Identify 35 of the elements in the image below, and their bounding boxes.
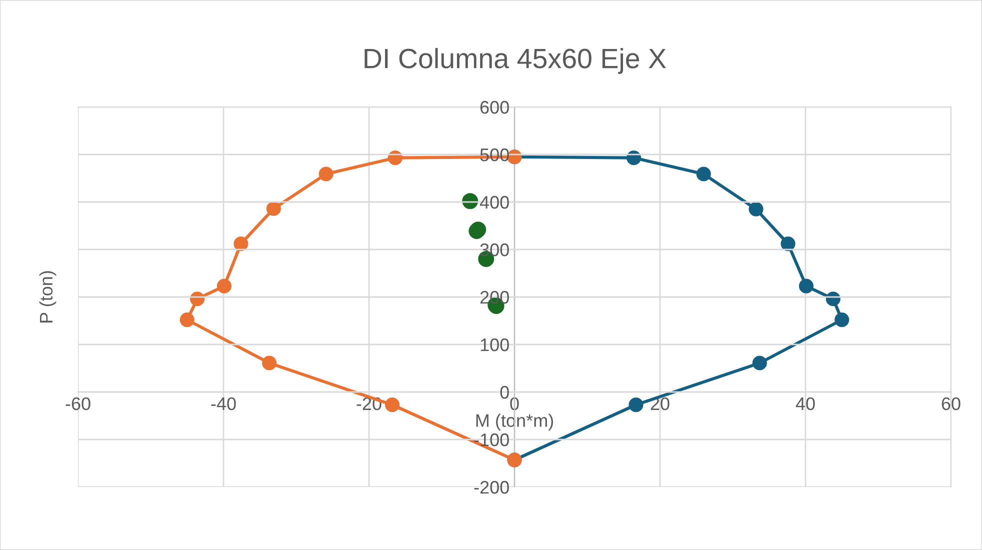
point	[180, 312, 194, 328]
y-tick-label: 200	[480, 290, 509, 304]
y-tick-label: 100	[480, 338, 509, 352]
point	[318, 166, 334, 182]
y-axis-title: P (ton)	[39, 271, 56, 322]
point	[262, 356, 277, 370]
point	[696, 166, 711, 182]
x-tick-label: 40	[796, 397, 815, 410]
point	[384, 398, 400, 412]
point	[388, 150, 402, 166]
y-tick-label: 400	[480, 196, 509, 209]
point	[234, 236, 248, 252]
point	[626, 150, 642, 166]
point	[798, 278, 814, 294]
x-tick-label: -60	[66, 397, 90, 410]
y-tick-label: 600	[480, 100, 509, 114]
point	[834, 312, 850, 328]
x-tick-label: -40	[211, 397, 236, 410]
y-tick-label: 300	[480, 243, 509, 256]
point	[216, 278, 232, 294]
y-tick-label: -100	[474, 433, 509, 446]
point	[826, 292, 840, 306]
point	[780, 236, 796, 252]
point	[628, 398, 644, 412]
point	[462, 193, 478, 210]
point	[190, 292, 205, 306]
chart-title: DI Columna 45x60 Eje X	[364, 48, 666, 74]
x-axis-title: M (ton*m)	[476, 414, 554, 431]
x-tick-label: 60	[942, 397, 960, 410]
y-tick-label: 0	[500, 386, 509, 399]
point	[748, 202, 764, 216]
y-tick-label: -200	[474, 480, 509, 494]
point	[266, 201, 281, 216]
x-tick-label: 0	[510, 397, 519, 410]
point	[752, 356, 767, 370]
